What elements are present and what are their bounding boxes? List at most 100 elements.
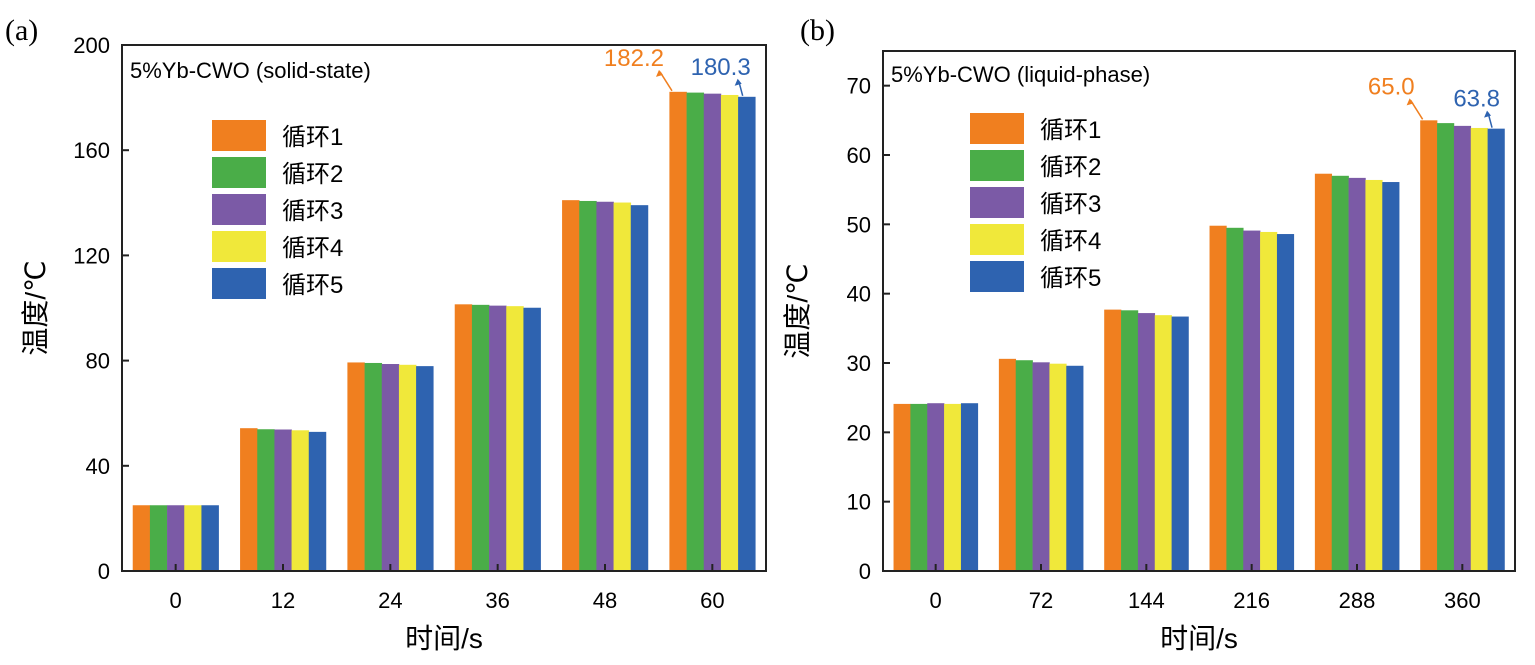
bar [149,505,168,571]
bar [1121,310,1139,571]
legend-label: 循环5 [282,272,343,299]
chart-title: 5%Yb-CWO (liquid-phase) [891,62,1150,87]
bar [1209,225,1227,571]
bar [454,304,473,571]
bar [471,304,490,571]
y-tick-label: 40 [847,282,871,307]
bar [944,403,962,571]
bar [1066,365,1084,571]
legend-swatch [970,187,1024,218]
y-tick-label: 60 [847,143,871,168]
x-axis-label: 时间/s [1160,623,1238,654]
bar [1420,120,1438,571]
bar [1226,227,1244,572]
legend-label: 循环2 [282,161,343,188]
y-tick-label: 160 [73,138,110,163]
bar [1314,173,1333,571]
bar [347,362,365,571]
x-tick-label: 12 [271,588,295,613]
x-axis-label: 时间/s [405,623,483,654]
bar [579,200,597,572]
bar [630,205,649,572]
panel-label: (b) [800,14,835,47]
data-label: 63.8 [1453,86,1500,113]
x-tick-label: 48 [593,588,617,613]
bar [308,431,327,571]
x-tick-label: 144 [1128,588,1165,613]
y-tick-label: 0 [859,559,871,584]
bar [910,403,928,571]
legend-swatch [970,150,1024,181]
bar [1137,313,1156,571]
x-tick-label: 216 [1233,588,1270,613]
bar [381,364,400,571]
bar [738,96,756,571]
y-tick-label: 20 [847,420,871,445]
chart-title: 5%Yb-CWO (solid-state) [130,58,371,83]
bar [1015,360,1033,571]
x-tick-label: 360 [1444,588,1481,613]
bar [893,403,911,571]
legend-swatch [212,157,266,188]
chart-panel-a: (a) 0 40 80 120 160 200 0 12 24 36 48 60 时间/s 温度/℃ 5%Yb… [5,14,767,654]
bar [1104,309,1122,571]
bar [291,430,310,571]
bar [927,403,945,571]
bar [1453,125,1472,571]
y-tick-label: 120 [73,243,110,268]
bar [167,505,185,571]
bar [1437,123,1455,572]
data-label: 182.2 [604,45,664,72]
bar [489,305,507,571]
legend-label: 循环3 [282,198,343,225]
x-tick-label: 0 [170,588,182,613]
arrow-head [734,78,742,86]
bar [1154,315,1172,571]
bar [416,366,434,571]
panel-label: (a) [5,14,38,47]
bar [562,200,580,572]
y-tick-label: 30 [847,351,871,376]
y-tick-label: 80 [86,349,110,374]
legend-swatch [212,231,266,262]
bar [1348,177,1366,571]
legend-label: 循环1 [1040,117,1101,144]
y-tick-label: 70 [847,74,871,99]
bar [201,505,219,571]
bar [1382,182,1400,572]
y-tick-label: 10 [847,490,871,515]
bar [257,429,275,571]
bar [1365,179,1383,571]
arrow-head [655,69,663,77]
legend-swatch [212,268,266,299]
bar [613,202,632,572]
bar [669,91,687,572]
y-tick-label: 40 [86,454,110,479]
bar [998,358,1017,571]
x-tick-label: 60 [700,588,724,613]
y-axis-label: 温度/℃ [20,260,51,355]
legend-swatch [970,224,1024,255]
bar [1487,128,1505,572]
legend-label: 循环3 [1040,191,1101,218]
x-tick-label: 24 [378,588,402,613]
bar [596,201,614,572]
bar [960,403,979,571]
y-tick-label: 200 [73,33,110,58]
y-axis-label: 温度/℃ [782,263,813,358]
bar [398,364,417,571]
x-tick-label: 0 [930,588,942,613]
bar [1243,230,1261,571]
bar [1049,363,1067,571]
bar [1470,127,1488,572]
x-tick-label: 72 [1029,588,1053,613]
arrow-head [1484,110,1492,118]
bar [1171,316,1189,571]
x-tick-label: 36 [485,588,509,613]
bar [703,93,722,571]
bar [184,505,202,571]
legend-swatch [212,194,266,225]
legend-label: 循环4 [1040,228,1101,255]
chart-panel-b: (b) 0 10 20 30 40 50 60 70 0 72 144 216 288 360 时间/s 温度/… [782,14,1516,654]
